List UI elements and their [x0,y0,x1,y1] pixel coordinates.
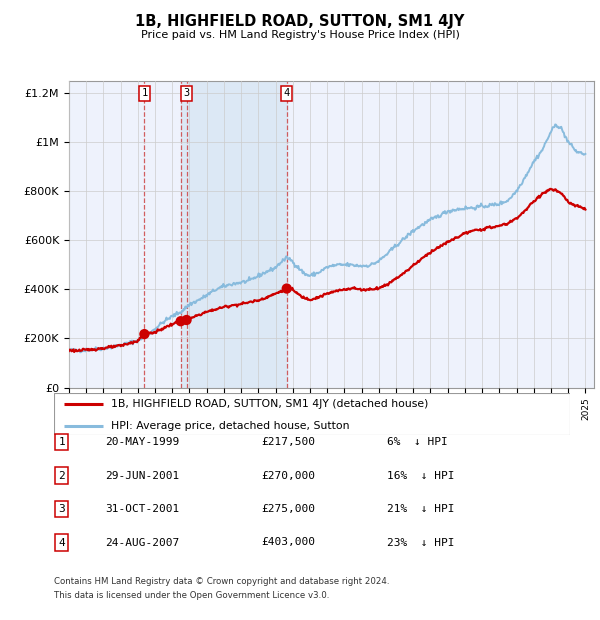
Text: 1: 1 [141,88,148,99]
Text: 16%  ↓ HPI: 16% ↓ HPI [387,471,455,480]
Text: £270,000: £270,000 [261,471,315,480]
Text: 1: 1 [58,437,65,447]
Text: 1B, HIGHFIELD ROAD, SUTTON, SM1 4JY: 1B, HIGHFIELD ROAD, SUTTON, SM1 4JY [136,14,464,29]
Text: 2: 2 [58,471,65,480]
Text: 4: 4 [284,88,290,99]
Point [176,316,185,326]
Text: 20-MAY-1999: 20-MAY-1999 [105,437,179,447]
Text: This data is licensed under the Open Government Licence v3.0.: This data is licensed under the Open Gov… [54,590,329,600]
Point [140,329,149,339]
Text: 21%  ↓ HPI: 21% ↓ HPI [387,504,455,514]
Text: 31-OCT-2001: 31-OCT-2001 [105,504,179,514]
Text: 23%  ↓ HPI: 23% ↓ HPI [387,538,455,547]
Text: 3: 3 [58,504,65,514]
Point [182,315,191,325]
Text: £217,500: £217,500 [261,437,315,447]
Text: Price paid vs. HM Land Registry's House Price Index (HPI): Price paid vs. HM Land Registry's House … [140,30,460,40]
Bar [181,81,287,388]
Text: 4: 4 [58,538,65,547]
Polygon shape [54,393,570,435]
Text: Contains HM Land Registry data © Crown copyright and database right 2024.: Contains HM Land Registry data © Crown c… [54,577,389,586]
Text: 6%  ↓ HPI: 6% ↓ HPI [387,437,448,447]
Text: 29-JUN-2001: 29-JUN-2001 [105,471,179,480]
Text: HPI: Average price, detached house, Sutton: HPI: Average price, detached house, Sutt… [111,421,349,431]
Text: £275,000: £275,000 [261,504,315,514]
Text: 3: 3 [184,88,190,99]
Text: £403,000: £403,000 [261,538,315,547]
Text: 1B, HIGHFIELD ROAD, SUTTON, SM1 4JY (detached house): 1B, HIGHFIELD ROAD, SUTTON, SM1 4JY (det… [111,399,428,409]
Point [282,283,292,293]
Text: 24-AUG-2007: 24-AUG-2007 [105,538,179,547]
